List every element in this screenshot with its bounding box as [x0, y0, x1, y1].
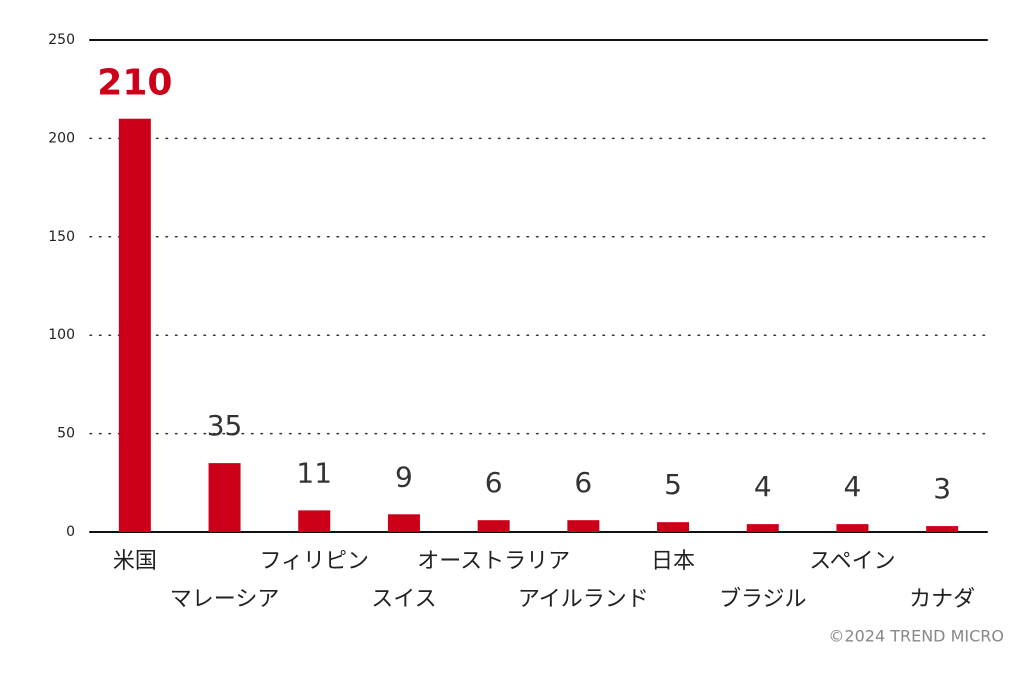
x-tick-label: 日本	[651, 549, 695, 574]
x-tick-label: スペイン	[809, 549, 895, 574]
value-label: 35	[207, 409, 243, 442]
value-label: 4	[754, 470, 772, 503]
bar	[926, 526, 959, 532]
x-tick-label: フィリピン	[259, 549, 369, 574]
y-tick-label: 0	[66, 524, 75, 540]
y-tick-label: 200	[48, 130, 75, 146]
y-tick-label: 250	[48, 32, 75, 48]
bar	[657, 522, 690, 532]
x-tick-label: マレーシア	[170, 587, 280, 612]
bar	[387, 514, 420, 532]
bar	[746, 524, 779, 532]
bar	[118, 118, 151, 532]
credit: ©2024 TREND MICRO	[828, 627, 1004, 646]
y-tick-label: 50	[57, 426, 75, 442]
x-tick-label: 米国	[113, 549, 157, 574]
y-tick-label: 100	[48, 327, 75, 343]
x-tick-label: オーストラリア	[417, 549, 570, 574]
bar	[836, 524, 869, 532]
value-label: 210	[97, 63, 172, 104]
value-label: 11	[296, 456, 332, 489]
bar	[567, 520, 600, 532]
y-tick-label: 150	[48, 229, 75, 245]
value-label: 9	[395, 460, 413, 493]
bar	[298, 510, 331, 532]
bar	[208, 463, 241, 532]
value-label: 6	[485, 466, 503, 499]
x-tick-label: アイルランド	[518, 587, 649, 612]
x-tick-label: カナダ	[909, 587, 975, 612]
value-label: 5	[664, 468, 682, 501]
x-tick-label: ブラジル	[719, 587, 807, 612]
x-tick-label: スイス	[371, 587, 436, 612]
bar	[477, 520, 510, 532]
value-label: 4	[844, 470, 862, 503]
value-label: 6	[574, 466, 592, 499]
value-label: 3	[933, 472, 951, 505]
